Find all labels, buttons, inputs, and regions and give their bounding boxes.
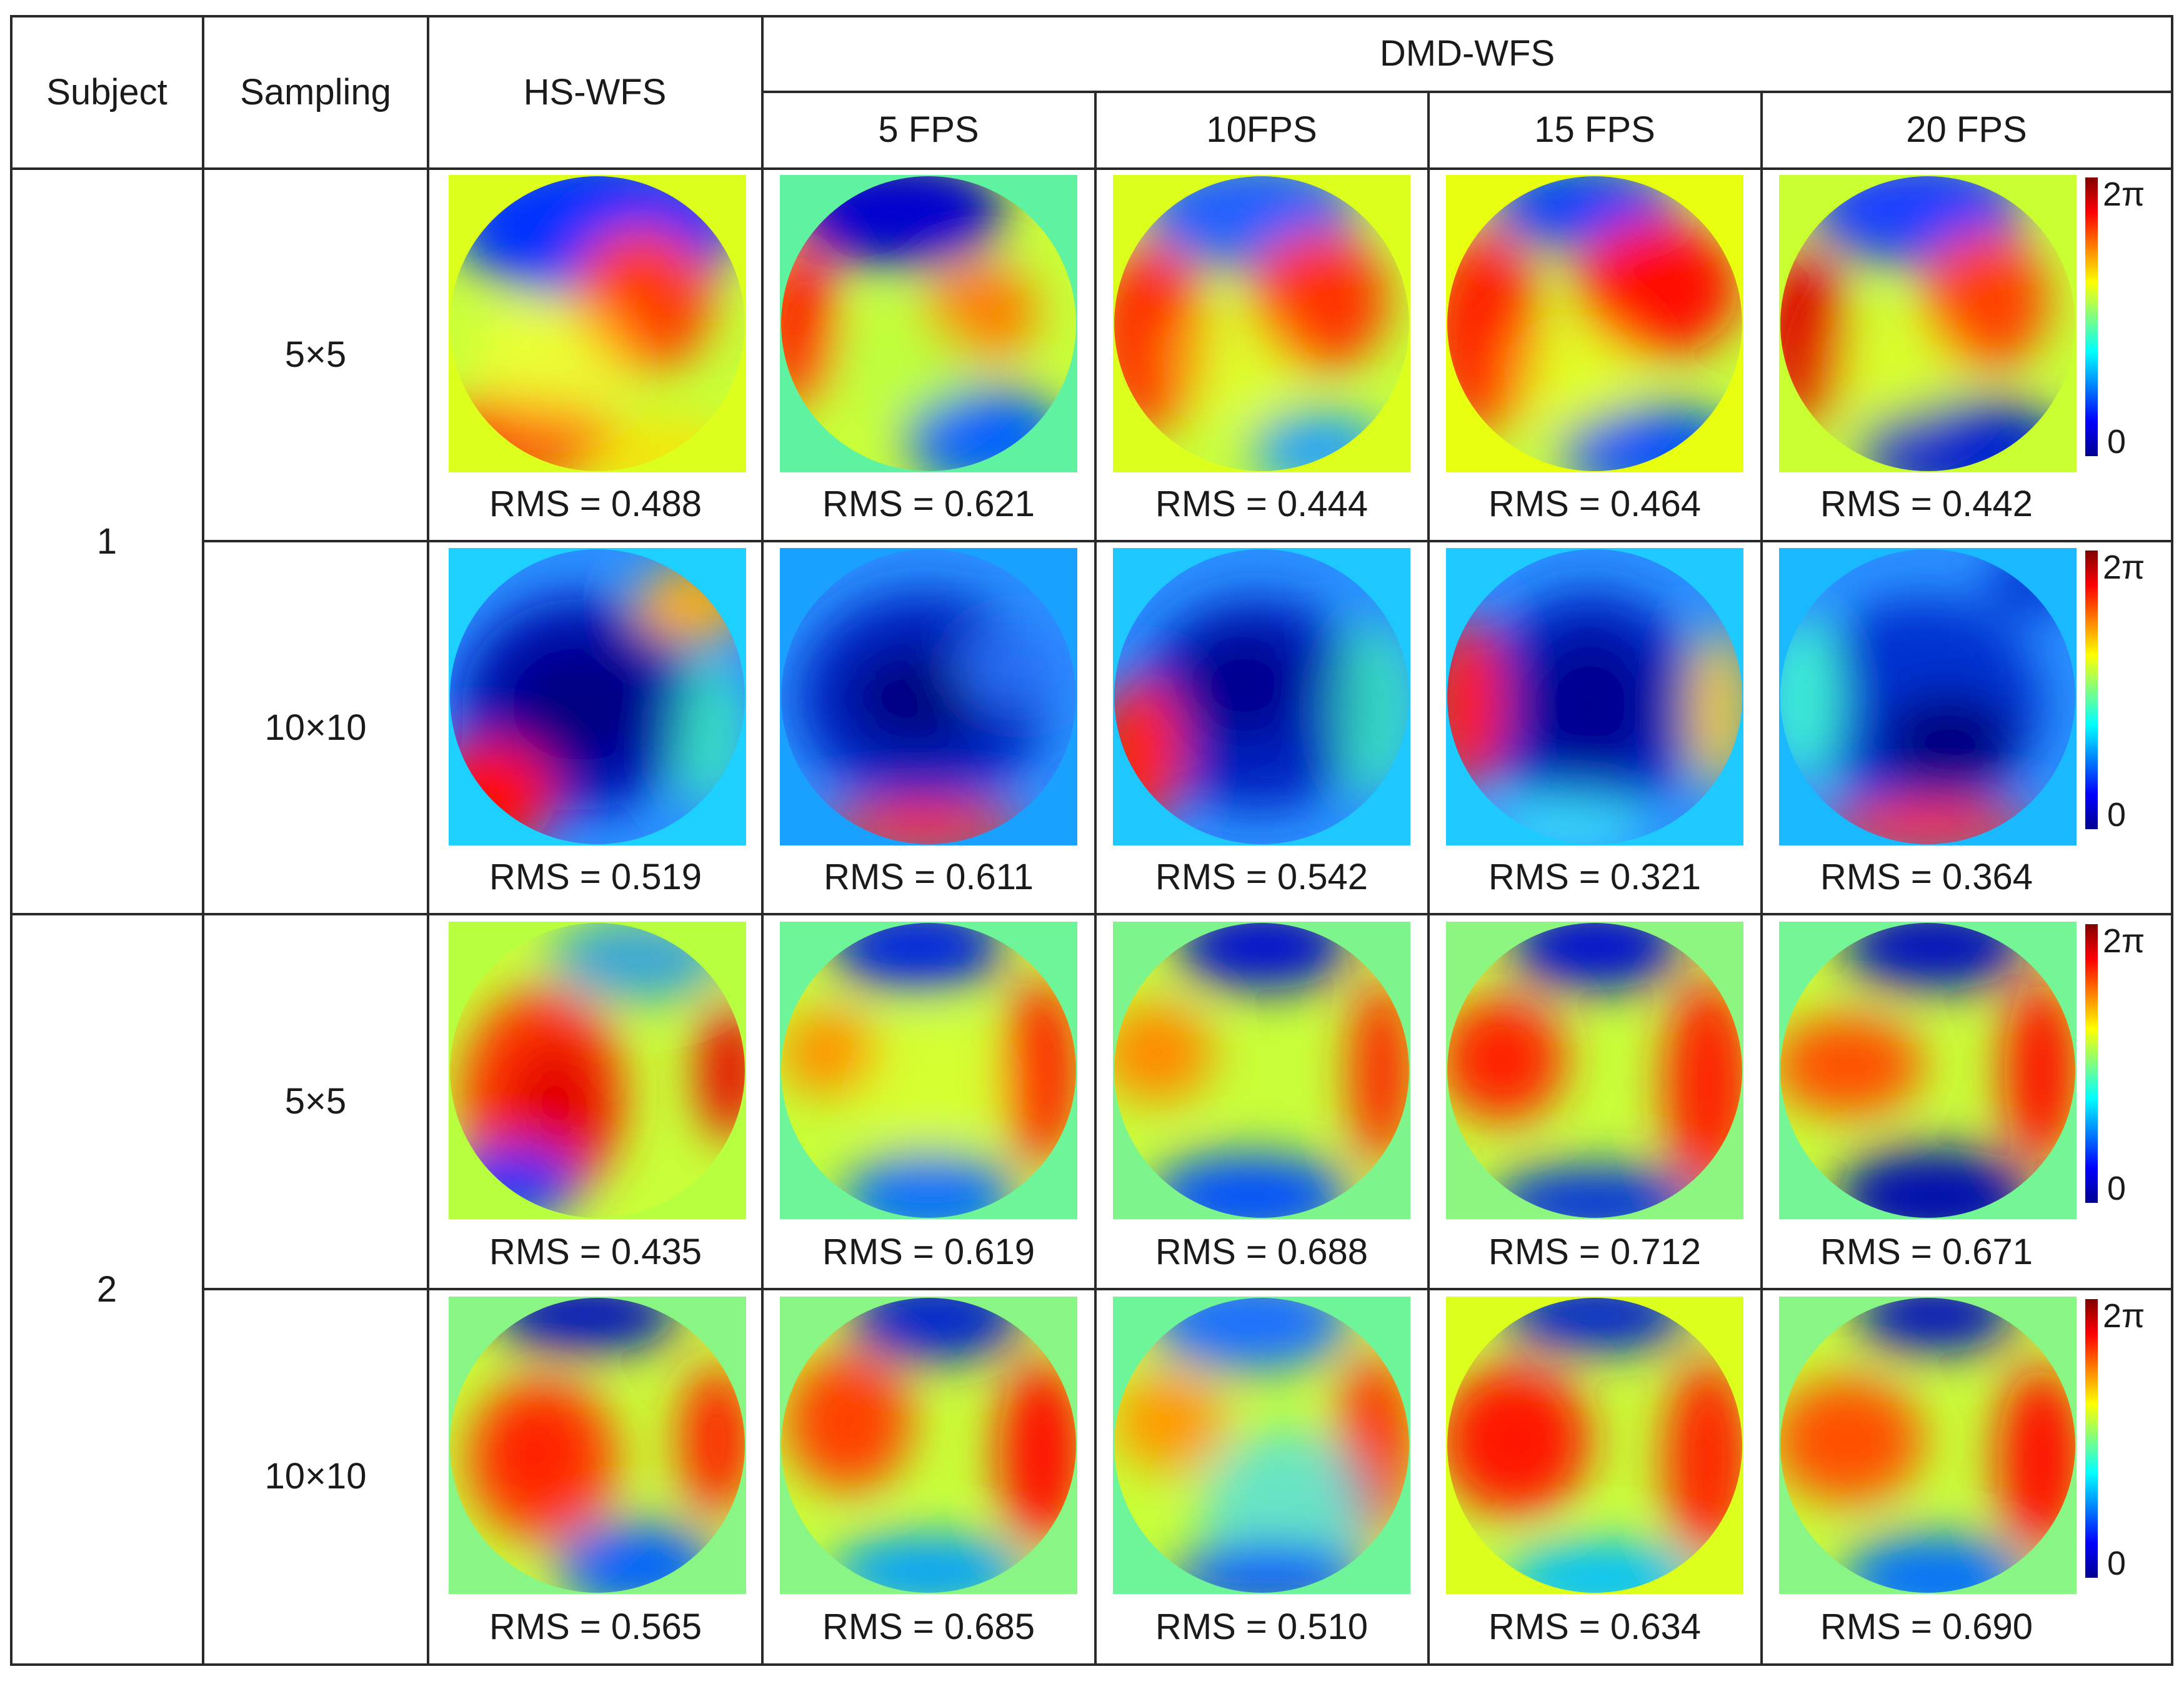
rms-value: RMS = 0.712 bbox=[1488, 1232, 1702, 1272]
colorbar-min-label: 0 bbox=[2107, 1170, 2127, 1207]
colorbar-min-label: 0 bbox=[2107, 423, 2127, 461]
rms-value: RMS = 0.565 bbox=[489, 1607, 702, 1647]
rms-value: RMS = 0.621 bbox=[822, 484, 1035, 524]
colorbar-max-label: 2π bbox=[2103, 922, 2145, 960]
header-fps-20: 20 FPS bbox=[1906, 109, 2027, 150]
rms-value: RMS = 0.519 bbox=[489, 857, 702, 897]
colorbar-min-label: 0 bbox=[2107, 1545, 2127, 1582]
wavefront-map bbox=[780, 1297, 1077, 1594]
wavefront-map bbox=[1113, 922, 1410, 1219]
sampling-label: 10×10 bbox=[264, 1456, 367, 1497]
rms-value: RMS = 0.688 bbox=[1155, 1232, 1369, 1272]
rms-value: RMS = 0.690 bbox=[1820, 1607, 2033, 1647]
rms-value: RMS = 0.619 bbox=[822, 1232, 1035, 1272]
rms-value: RMS = 0.464 bbox=[1488, 484, 1702, 524]
rms-value: RMS = 0.488 bbox=[489, 484, 702, 524]
colorbar bbox=[2085, 924, 2098, 1203]
wavefront-map bbox=[1779, 1297, 2077, 1594]
header-fps-5: 5 FPS bbox=[878, 109, 979, 150]
rms-value: RMS = 0.634 bbox=[1488, 1607, 1702, 1647]
wavefront-map bbox=[1779, 548, 2077, 845]
wavefront-map bbox=[449, 548, 746, 845]
wavefront-map bbox=[780, 922, 1077, 1219]
rms-value: RMS = 0.542 bbox=[1155, 857, 1369, 897]
sampling-label: 5×5 bbox=[284, 334, 347, 375]
header-fps-15: 15 FPS bbox=[1534, 109, 1655, 150]
header-hs-wfs: HS-WFS bbox=[523, 72, 667, 112]
colorbar bbox=[2085, 177, 2098, 456]
rms-value: RMS = 0.435 bbox=[489, 1232, 702, 1272]
subject-label: 1 bbox=[96, 521, 117, 562]
colorbar bbox=[2085, 1299, 2098, 1578]
wavefront-map bbox=[1113, 548, 1410, 845]
header-sampling: Sampling bbox=[240, 72, 391, 112]
header-subject: Subject bbox=[46, 72, 167, 112]
wavefront-map bbox=[1113, 175, 1410, 472]
wavefront-map bbox=[1113, 1297, 1410, 1594]
rms-value: RMS = 0.685 bbox=[822, 1607, 1035, 1647]
colorbar-max-label: 2π bbox=[2103, 176, 2145, 213]
rms-value: RMS = 0.510 bbox=[1155, 1607, 1369, 1647]
wavefront-map bbox=[780, 175, 1077, 472]
wavefront-map bbox=[1446, 548, 1743, 845]
sampling-label: 10×10 bbox=[264, 707, 367, 748]
colorbar-max-label: 2π bbox=[2103, 549, 2145, 586]
header-dmd-wfs: DMD-WFS bbox=[1379, 33, 1555, 74]
header-fps-10: 10FPS bbox=[1206, 109, 1317, 150]
wavefront-map bbox=[449, 1297, 746, 1594]
wavefront-map bbox=[1779, 175, 2077, 472]
colorbar-max-label: 2π bbox=[2103, 1297, 2145, 1335]
wavefront-map bbox=[1446, 922, 1743, 1219]
sampling-label: 5×5 bbox=[284, 1081, 347, 1122]
colorbar-min-label: 0 bbox=[2107, 796, 2127, 834]
wavefront-map bbox=[1779, 922, 2077, 1219]
rms-value: RMS = 0.444 bbox=[1155, 484, 1369, 524]
rms-value: RMS = 0.321 bbox=[1488, 857, 1702, 897]
wavefront-map bbox=[780, 548, 1077, 845]
wavefront-map bbox=[1446, 1297, 1743, 1594]
colorbar bbox=[2085, 551, 2098, 829]
wavefront-map bbox=[449, 922, 746, 1219]
wavefront-map bbox=[449, 175, 746, 472]
rms-value: RMS = 0.671 bbox=[1820, 1232, 2033, 1272]
wavefront-map bbox=[1446, 175, 1743, 472]
rms-value: RMS = 0.442 bbox=[1820, 484, 2033, 524]
subject-label: 2 bbox=[96, 1269, 117, 1310]
rms-value: RMS = 0.364 bbox=[1820, 857, 2033, 897]
rms-value: RMS = 0.611 bbox=[824, 857, 1034, 897]
